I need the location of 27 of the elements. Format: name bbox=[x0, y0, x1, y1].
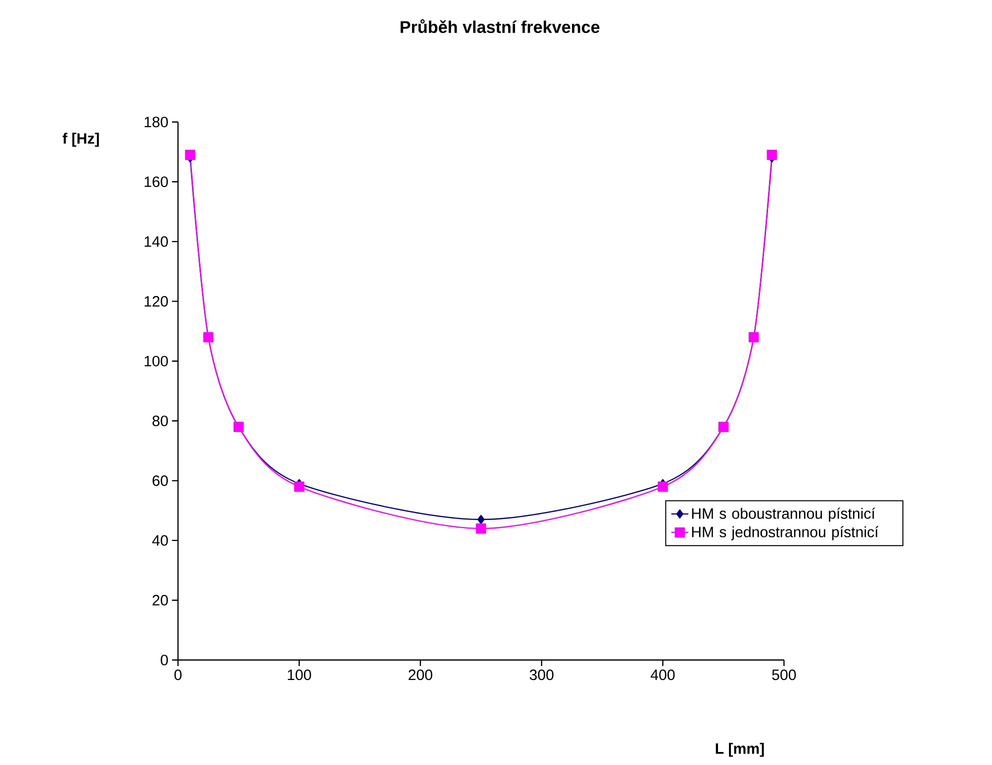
point bbox=[766, 150, 777, 160]
y-tick-label: 40 bbox=[152, 535, 168, 546]
y-tick-label: 180 bbox=[144, 116, 168, 128]
x-tick-label: 0 bbox=[174, 670, 182, 680]
y-tick-label: 60 bbox=[152, 475, 168, 486]
point bbox=[658, 482, 668, 492]
x-tick-label: 300 bbox=[530, 670, 554, 680]
y-axis-title: f [Hz] bbox=[62, 132, 99, 147]
y-tick-label: 160 bbox=[144, 176, 168, 188]
y-tick-label: 0 bbox=[160, 654, 168, 666]
legend-label: HM s jednostrannou pístnicí bbox=[692, 526, 879, 540]
legend-label: HM s oboustrannou pístnicí bbox=[692, 508, 876, 522]
x-tick-label: 100 bbox=[288, 670, 312, 680]
x-tick-label: 400 bbox=[650, 670, 675, 680]
y-tick-label: 100 bbox=[144, 356, 168, 366]
x-axis-title: L [mm] bbox=[716, 742, 764, 757]
chart-title: Průběh vlastní frekvence bbox=[400, 19, 600, 34]
point bbox=[294, 482, 304, 492]
y-tick-label: 140 bbox=[144, 236, 168, 247]
y-tick-label: 20 bbox=[152, 594, 168, 606]
point bbox=[185, 150, 196, 160]
y-tick-label: 120 bbox=[144, 296, 168, 307]
point bbox=[476, 523, 486, 534]
x-tick-label: 200 bbox=[408, 670, 432, 680]
x-tick-label: 500 bbox=[772, 670, 796, 680]
point bbox=[477, 514, 485, 524]
y-tick-label: 80 bbox=[152, 416, 168, 426]
